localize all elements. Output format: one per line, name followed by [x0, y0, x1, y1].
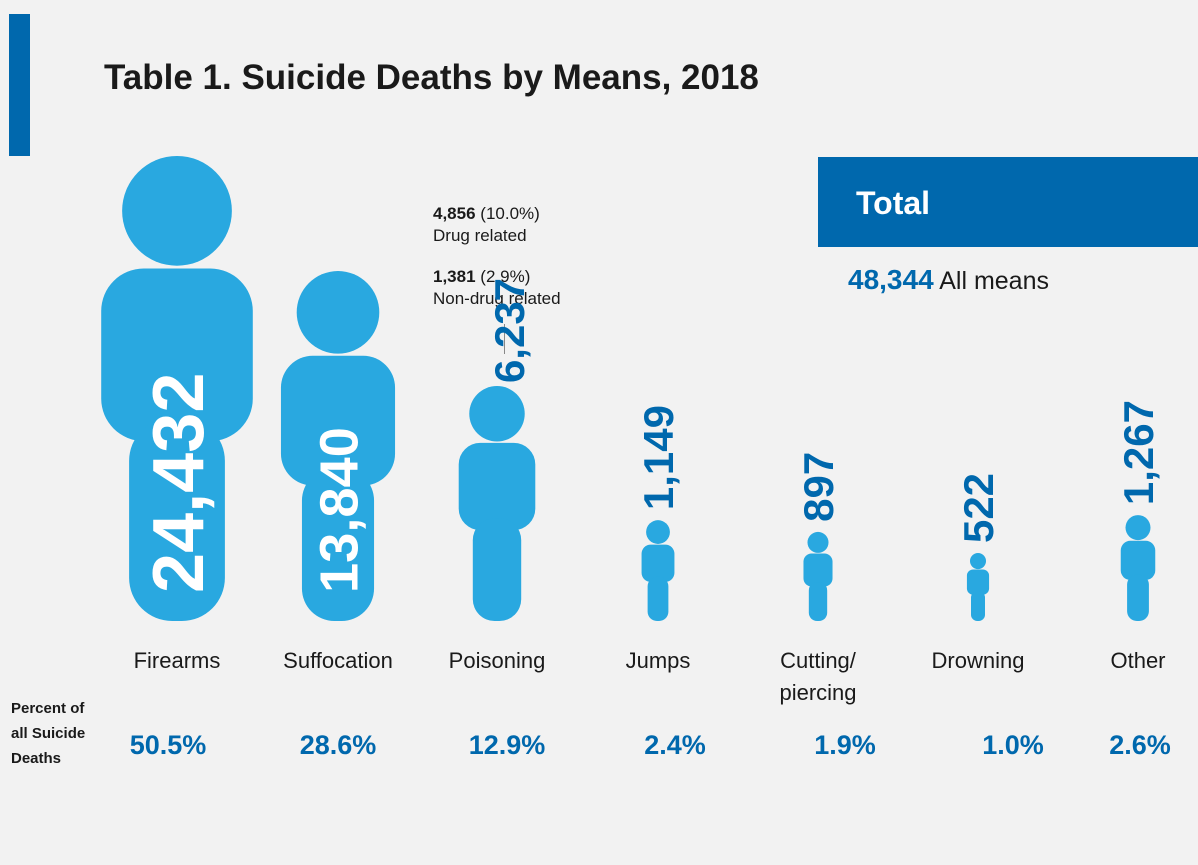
chart-title: Table 1. Suicide Deaths by Means, 2018	[104, 58, 759, 97]
total-line: 48,344 All means	[848, 264, 1049, 296]
figure-torso-jumps	[641, 544, 675, 582]
value-label-drowning: 522	[955, 473, 1002, 543]
percent-caption-line-1: Percent of	[11, 700, 85, 717]
figure-legs-suffocation	[301, 468, 375, 621]
value-label-poisoning: 6,237	[486, 278, 533, 383]
figure-other	[1120, 515, 1156, 621]
nondrug-pct: (2.9%)	[480, 267, 531, 286]
figure-torso-drowning	[966, 569, 990, 595]
percent-label-firearms: 50.5%	[129, 730, 207, 760]
percent-label-drowning: 1.0%	[982, 730, 1044, 760]
figure-torso-suffocation	[280, 355, 396, 486]
figure-head-jumps	[646, 520, 670, 544]
category-label-suffocation: Suffocation	[283, 648, 393, 673]
nondrug-value: 1,381	[433, 267, 476, 286]
figure-head-suffocation	[296, 271, 380, 354]
percent-label-poisoning: 12.9%	[468, 730, 546, 760]
title-accent-bar	[9, 14, 30, 156]
figure-poisoning	[458, 386, 536, 621]
drug-label: Drug related	[433, 226, 527, 245]
total-value: 48,344	[848, 264, 934, 295]
figure-head-poisoning	[469, 386, 525, 442]
figure-torso-poisoning	[458, 442, 536, 531]
figure-suffocation	[280, 271, 396, 621]
drug-pct: (10.0%)	[480, 204, 540, 223]
poisoning-leader-line	[504, 324, 505, 354]
figure-jumps	[641, 520, 675, 621]
category-label-drowning: Drowning	[931, 648, 1025, 673]
percent-label-cutting-piercing: 1.9%	[814, 730, 876, 760]
poisoning-drug-note: 4,856 (10.0%) Drug related	[433, 203, 540, 247]
figure-legs-cutting-piercing	[808, 582, 828, 621]
figure-torso-cutting-piercing	[803, 553, 833, 587]
figure-drowning	[966, 553, 990, 621]
total-label: Total	[856, 185, 931, 221]
value-label-suffocation: 13,840	[310, 427, 370, 593]
percent-caption-line-3: Deaths	[11, 750, 62, 767]
drug-value: 4,856	[433, 204, 476, 223]
percent-caption: Percent of all Suicide Deaths	[11, 696, 85, 771]
percent-label-jumps: 2.4%	[644, 730, 706, 760]
percent-label-other: 2.6%	[1109, 730, 1171, 760]
figure-legs-firearms	[129, 417, 225, 621]
percent-label-suffocation: 28.6%	[299, 730, 377, 760]
value-label-other: 1,267	[1115, 400, 1162, 505]
figure-legs-jumps	[647, 576, 669, 621]
value-label-cutting-piercing: 897	[795, 452, 842, 522]
figure-head-firearms	[122, 156, 232, 266]
figure-torso-firearms	[101, 268, 253, 442]
figure-head-other	[1125, 515, 1151, 541]
category-label-cutting-piercing: Cutting/piercing	[779, 648, 857, 705]
category-label-poisoning: Poisoning	[448, 648, 546, 673]
figure-cutting-piercing	[803, 531, 833, 621]
figure-legs-poisoning	[472, 518, 522, 621]
value-label-firearms: 24,432	[139, 373, 219, 593]
figure-head-cutting-piercing	[807, 531, 829, 553]
value-label-jumps: 1,149	[635, 405, 682, 510]
figure-head-drowning	[969, 553, 987, 570]
category-label-other: Other	[1110, 648, 1166, 673]
category-label-firearms: Firearms	[133, 648, 221, 673]
total-text: All means	[939, 267, 1049, 295]
figure-legs-other	[1127, 574, 1149, 621]
figure-legs-drowning	[970, 591, 986, 621]
poisoning-nondrug-note: 1,381 (2.9%) Non-drug related	[433, 266, 561, 310]
figure-firearms	[101, 156, 253, 621]
nondrug-label: Non-drug related	[433, 289, 561, 308]
total-box: Total	[818, 157, 1198, 247]
percent-caption-line-2: all Suicide	[11, 725, 86, 742]
category-label-jumps: Jumps	[625, 648, 691, 673]
figure-torso-other	[1120, 540, 1156, 581]
